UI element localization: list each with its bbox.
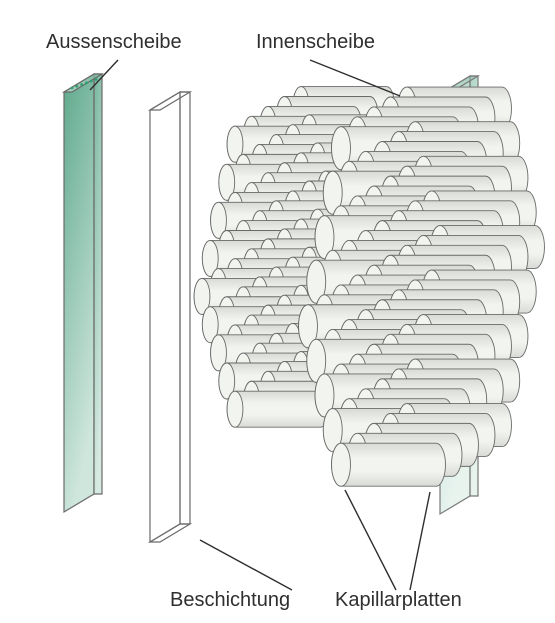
label-outerPane: Aussenscheibe [46, 31, 182, 53]
leader-coating [200, 540, 292, 590]
outer-pane [64, 74, 102, 512]
leader-capillary-1 [345, 490, 396, 590]
label-coating: Beschichtung [170, 589, 290, 611]
coating-dot [85, 81, 88, 84]
leader-capillary-2 [410, 492, 430, 590]
coating-dot [75, 85, 78, 88]
coating-dot [95, 78, 98, 81]
capillary-plate-2 [299, 87, 545, 486]
inner-frame [150, 92, 190, 542]
label-capillary: Kapillarplatten [335, 589, 462, 611]
label-innerPane: Innenscheibe [256, 31, 375, 53]
coating-dot [80, 83, 83, 86]
coating-dot [90, 80, 93, 83]
coating-dot [71, 87, 74, 90]
